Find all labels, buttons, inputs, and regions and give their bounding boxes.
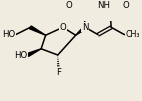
Text: HO: HO <box>14 50 28 59</box>
Text: CH₃: CH₃ <box>125 30 140 39</box>
Text: O: O <box>65 1 72 10</box>
Text: NH: NH <box>97 1 110 10</box>
Text: O: O <box>123 1 130 10</box>
Polygon shape <box>27 49 41 56</box>
Polygon shape <box>76 26 86 35</box>
Text: O: O <box>59 23 66 32</box>
Text: F: F <box>56 68 61 77</box>
Polygon shape <box>29 26 46 35</box>
Text: N: N <box>82 23 88 32</box>
Text: HO: HO <box>2 30 16 39</box>
